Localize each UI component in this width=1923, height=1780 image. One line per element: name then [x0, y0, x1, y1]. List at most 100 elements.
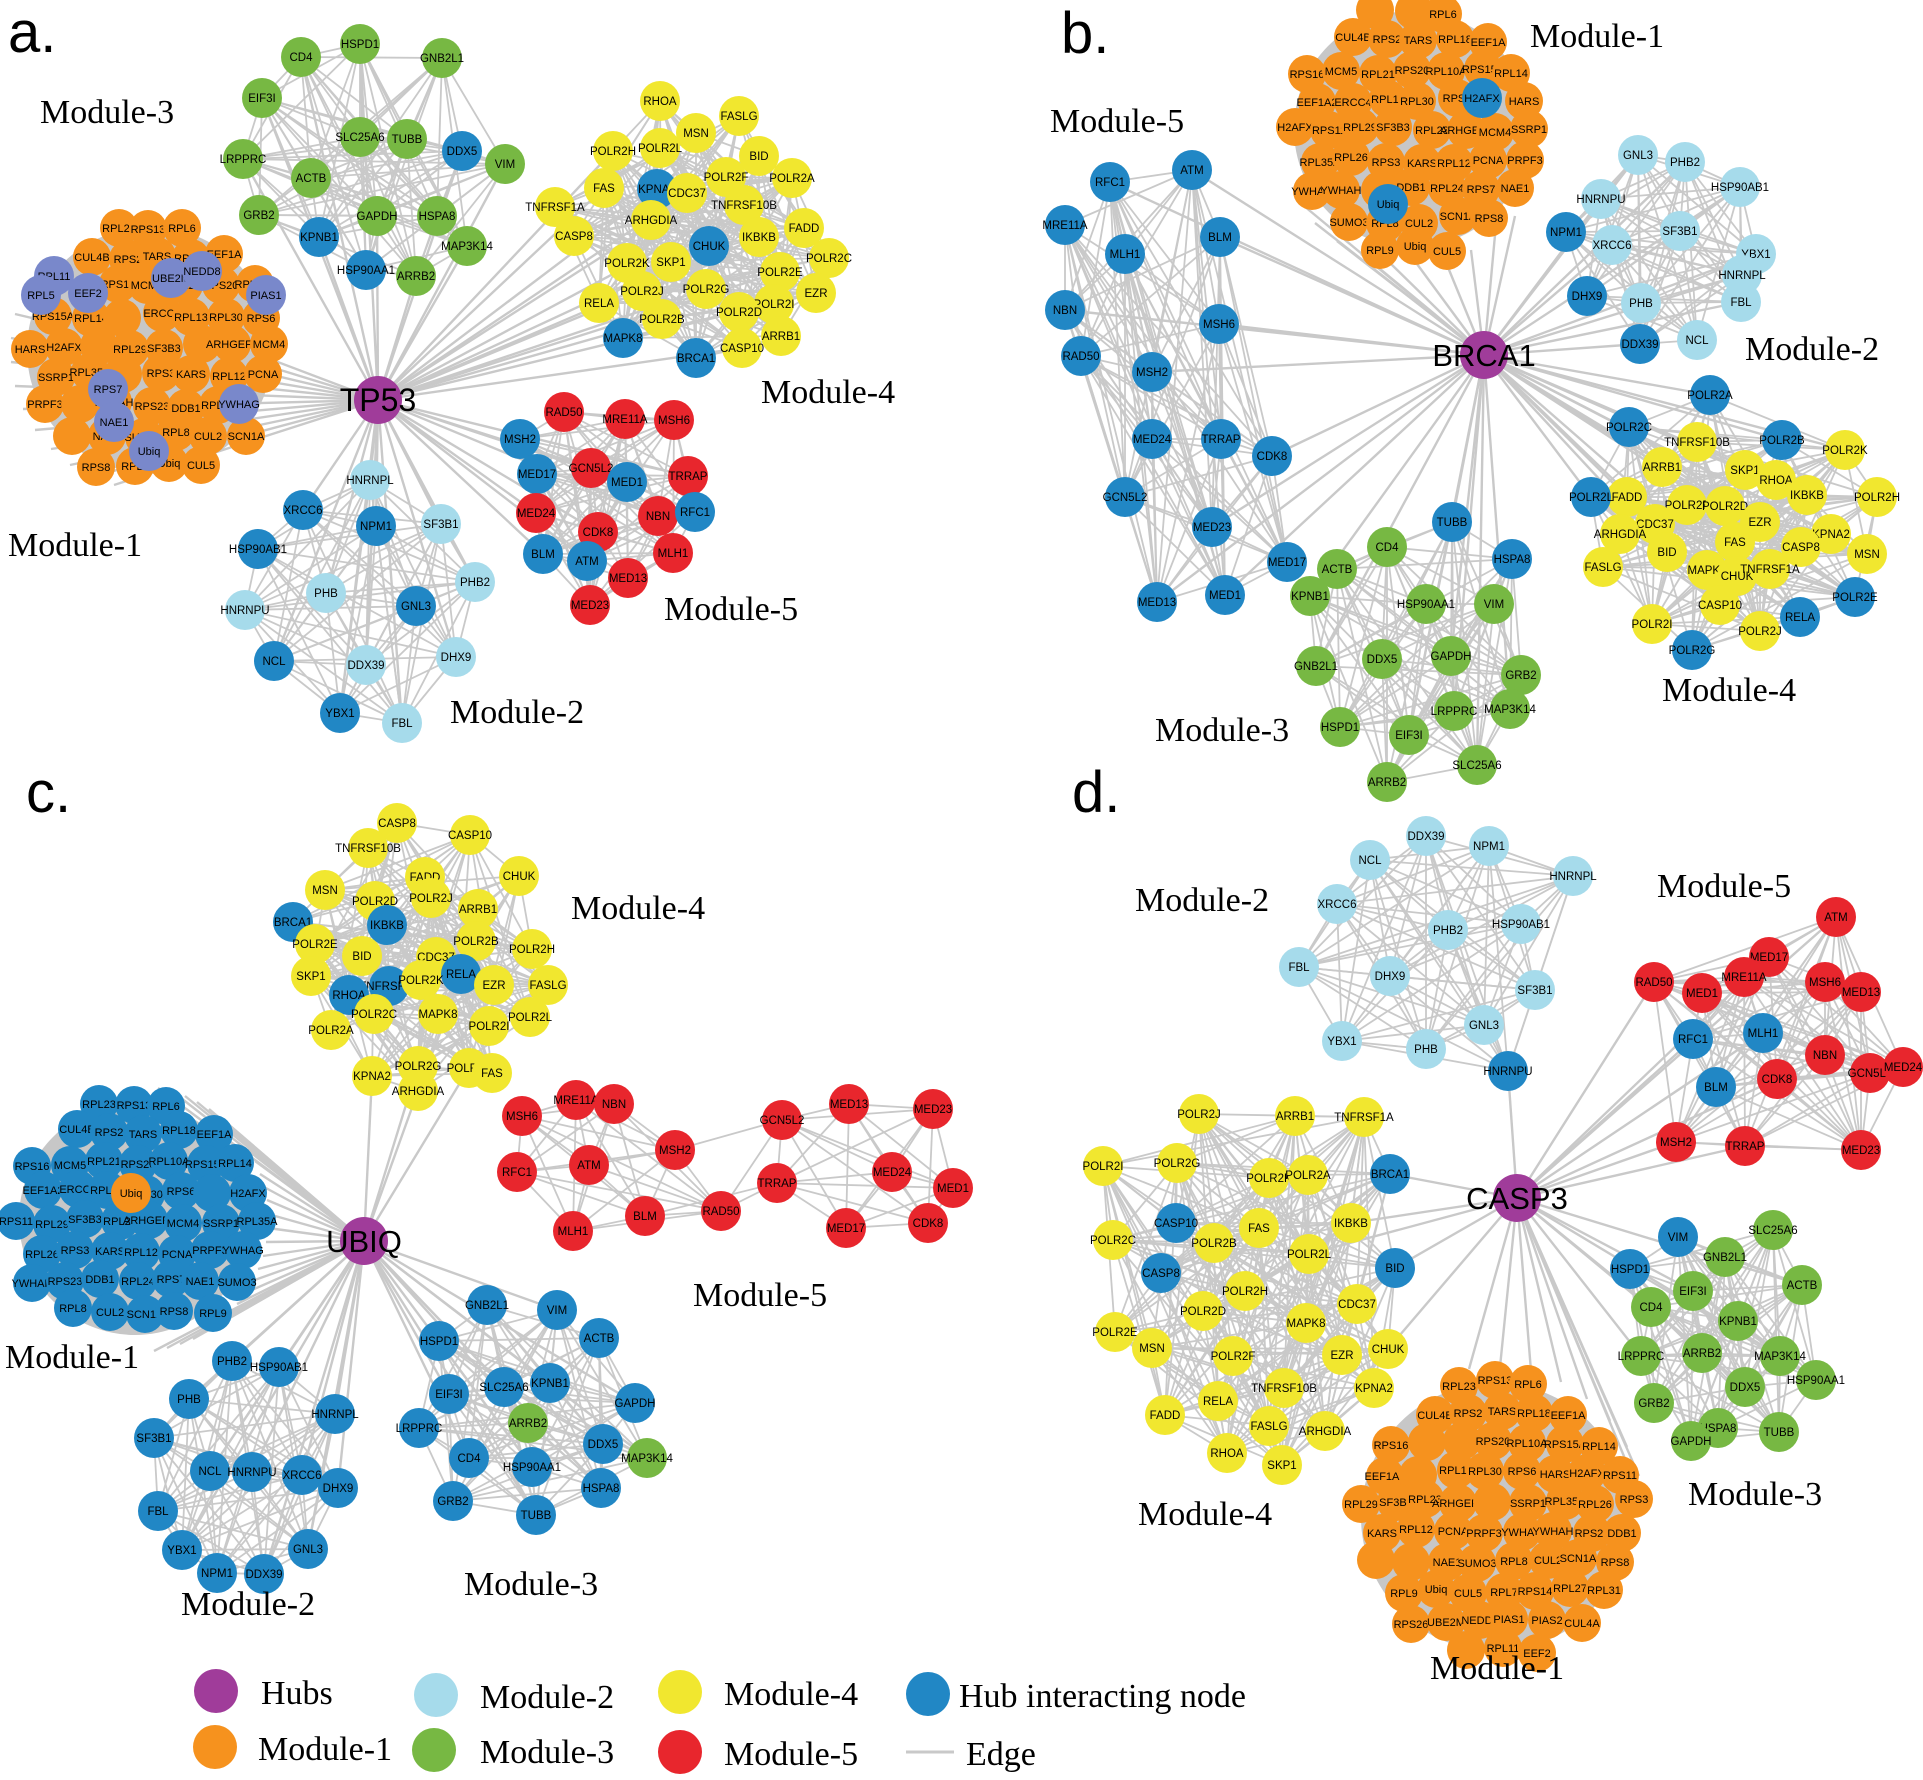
svg-text:Module-5: Module-5	[1657, 868, 1791, 905]
svg-text:TP53: TP53	[340, 382, 416, 418]
svg-text:GCN5L2: GCN5L2	[1848, 1068, 1893, 1080]
svg-text:TUBB: TUBB	[1764, 1427, 1795, 1439]
svg-text:MLH1: MLH1	[658, 548, 689, 560]
svg-text:RPL35A: RPL35A	[1300, 157, 1342, 169]
svg-text:RPS23: RPS23	[1575, 1528, 1610, 1540]
svg-text:MSH6: MSH6	[1203, 319, 1235, 331]
svg-text:SF3B1: SF3B1	[1662, 226, 1697, 238]
svg-text:RPS13: RPS13	[131, 224, 166, 236]
svg-text:POLR2L: POLR2L	[1569, 492, 1614, 504]
svg-text:Module-1: Module-1	[258, 1731, 392, 1768]
svg-text:ACTB: ACTB	[1787, 1280, 1818, 1292]
svg-text:MED17: MED17	[827, 1223, 865, 1235]
svg-text:NPM1: NPM1	[360, 521, 392, 533]
svg-text:CUL4B: CUL4B	[59, 1124, 94, 1136]
svg-text:TRRAP: TRRAP	[1202, 434, 1241, 446]
svg-text:POLR2K: POLR2K	[1246, 1173, 1292, 1185]
svg-text:BID: BID	[352, 951, 371, 963]
svg-text:FAS: FAS	[593, 183, 615, 195]
svg-text:IKBKB: IKBKB	[1334, 1218, 1368, 1230]
svg-text:HSP90AA1: HSP90AA1	[1397, 599, 1455, 611]
svg-text:RPL10A: RPL10A	[1507, 1438, 1549, 1450]
svg-text:RFC1: RFC1	[1678, 1034, 1708, 1046]
svg-text:d.: d.	[1072, 760, 1120, 825]
svg-text:DHX9: DHX9	[1375, 971, 1406, 983]
svg-text:EZR: EZR	[1749, 517, 1772, 529]
svg-text:MRE11A: MRE11A	[1721, 972, 1766, 984]
svg-text:RAD50: RAD50	[545, 407, 582, 419]
svg-text:NPM1: NPM1	[1473, 841, 1505, 853]
svg-text:Module-4: Module-4	[724, 1676, 858, 1713]
svg-text:CASP8: CASP8	[1142, 1268, 1180, 1280]
svg-text:KPNA2: KPNA2	[638, 184, 676, 196]
svg-text:RPL13: RPL13	[1371, 94, 1405, 106]
svg-text:RPS13: RPS13	[1478, 1375, 1513, 1387]
svg-text:HSP90AB1: HSP90AB1	[1492, 919, 1550, 931]
svg-text:FADD: FADD	[1612, 492, 1643, 504]
svg-text:RPL8: RPL8	[162, 427, 190, 439]
svg-text:POLR2C: POLR2C	[806, 253, 852, 265]
svg-text:EEF2: EEF2	[74, 288, 102, 300]
svg-text:POLR2D: POLR2D	[1702, 501, 1748, 513]
svg-text:SUMO3: SUMO3	[1329, 217, 1368, 229]
svg-text:KPNB1: KPNB1	[300, 232, 338, 244]
svg-text:GAPDH: GAPDH	[615, 1398, 656, 1410]
svg-text:XRCC6: XRCC6	[1318, 899, 1357, 911]
svg-text:XRCC6: XRCC6	[283, 1470, 322, 1482]
svg-text:RHOA: RHOA	[332, 990, 366, 1002]
svg-text:ARHGDIA: ARHGDIA	[392, 1086, 445, 1098]
svg-text:RPL14: RPL14	[74, 313, 108, 325]
svg-text:POLR2H: POLR2H	[509, 944, 555, 956]
svg-text:POLR2C: POLR2C	[351, 1009, 397, 1021]
svg-text:NEDD8: NEDD8	[183, 266, 220, 278]
svg-text:POLR2L: POLR2L	[1287, 1249, 1332, 1261]
svg-text:POLR2I: POLR2I	[1083, 1161, 1124, 1173]
svg-text:RPS11: RPS11	[1312, 125, 1346, 137]
svg-text:RPS8: RPS8	[160, 1306, 189, 1318]
svg-text:SLC25A6: SLC25A6	[1748, 1225, 1797, 1237]
svg-text:ARRB2: ARRB2	[1368, 777, 1406, 789]
svg-text:UBIQ: UBIQ	[326, 1224, 402, 1259]
svg-text:CHUK: CHUK	[1372, 1344, 1405, 1356]
svg-text:TNFRSF10B: TNFRSF10B	[1251, 1383, 1317, 1395]
svg-text:CUL4B: CUL4B	[1417, 1410, 1452, 1422]
svg-text:KARS: KARS	[1367, 1528, 1397, 1540]
svg-text:MAP3K14: MAP3K14	[441, 241, 493, 253]
svg-text:HNRNPL: HNRNPL	[1718, 270, 1766, 282]
svg-text:YWHAG: YWHAG	[222, 1245, 264, 1257]
svg-text:UBE2M: UBE2M	[152, 273, 190, 285]
svg-text:NAE1: NAE1	[1433, 1557, 1462, 1569]
svg-text:LRPPRC: LRPPRC	[1431, 706, 1478, 718]
svg-text:Module-1: Module-1	[8, 527, 142, 564]
svg-text:POLR2K: POLR2K	[1822, 445, 1868, 457]
svg-text:HSP90AB1: HSP90AB1	[250, 1362, 308, 1374]
svg-text:KPNA2: KPNA2	[1355, 1383, 1393, 1395]
svg-text:CD4: CD4	[1375, 542, 1399, 554]
svg-text:ARRB2: ARRB2	[509, 1418, 547, 1430]
svg-text:BLM: BLM	[1208, 232, 1232, 244]
svg-text:SF3B1: SF3B1	[423, 519, 458, 531]
svg-text:NAE1: NAE1	[186, 1276, 215, 1288]
svg-text:SKP1: SKP1	[656, 257, 685, 269]
svg-text:HNRNPU: HNRNPU	[220, 605, 269, 617]
svg-text:PHB: PHB	[177, 1394, 201, 1406]
svg-text:CASP3: CASP3	[1466, 1181, 1568, 1216]
svg-text:MAP3K14: MAP3K14	[1754, 1351, 1806, 1363]
svg-text:MAPK8: MAPK8	[1287, 1318, 1326, 1330]
svg-text:MED13: MED13	[609, 573, 647, 585]
svg-text:YWHAH: YWHAH	[1321, 185, 1362, 197]
svg-text:RPL21: RPL21	[1361, 69, 1395, 81]
svg-text:FAS: FAS	[1724, 537, 1746, 549]
svg-text:HNRNPL: HNRNPL	[1549, 871, 1597, 883]
svg-text:RPS13: RPS13	[117, 1100, 152, 1112]
svg-text:RPS3: RPS3	[61, 1245, 90, 1257]
svg-text:RHOA: RHOA	[1759, 475, 1793, 487]
svg-text:RPL29: RPL29	[1343, 122, 1377, 134]
svg-text:MSN: MSN	[683, 128, 709, 140]
svg-text:IKBKB: IKBKB	[1790, 490, 1824, 502]
svg-text:EEF1A2: EEF1A2	[23, 1185, 64, 1197]
svg-text:Ubiq: Ubiq	[1377, 199, 1400, 211]
svg-text:MED24: MED24	[873, 1167, 912, 1179]
svg-text:CUL2: CUL2	[1534, 1555, 1562, 1567]
svg-text:EIF3I: EIF3I	[435, 1389, 462, 1401]
